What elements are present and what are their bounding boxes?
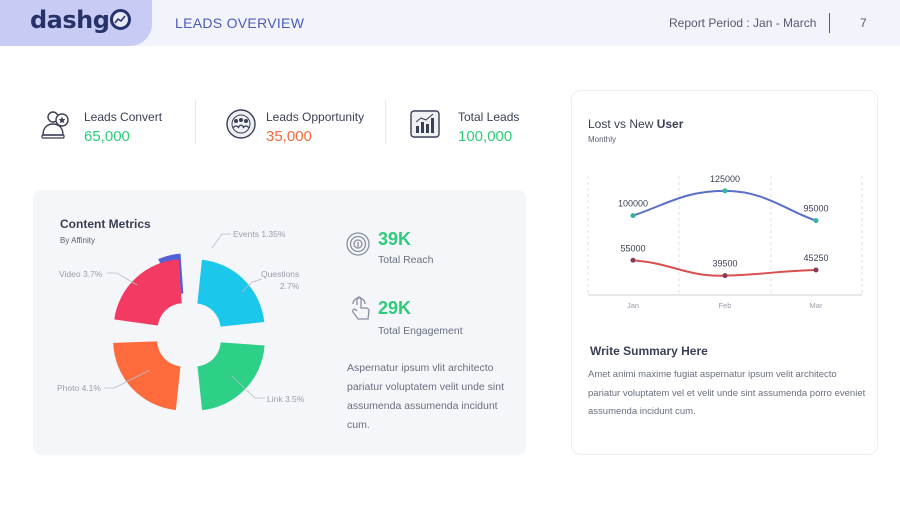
logo-container: dashg [0,0,152,46]
report-period: Report Period : Jan - March [669,16,817,30]
kpi-value: 39K [378,229,412,249]
segment-label-questions-text: Questions 2.7% [261,268,299,292]
content-metrics-title: Content Metrics [60,217,151,231]
segment-label-photo: Photo 4.1% [57,383,101,393]
segment-label-line: 2.7% [279,281,300,291]
summary-text: Amet animi maxime fugiat aspernatur ipsu… [588,369,866,417]
logo-chart-icon [110,9,132,30]
metrics-description: Aspernatur ipsum vlit architecto pariatu… [347,362,505,431]
kpi-label: Total Engagement [378,325,463,337]
stat-divider [385,100,386,144]
user-chart-title-prefix: Lost vs New [588,117,657,131]
logo-text: dashg [30,6,110,34]
segment-label-events: Events 1.35% [233,229,286,239]
users-star-icon [41,111,69,139]
fingerprint-icon [346,232,370,256]
stat-total-leads: Total Leads 100,000 [409,108,539,148]
kpi-value: 29K [378,298,412,318]
stat-label: Leads Convert [84,110,163,124]
bar-chart-icon [410,110,440,138]
kpi-label: Total Reach [378,254,434,266]
logo[interactable]: dashg [30,6,132,34]
user-chart-title-bold: User [656,117,684,131]
page-number: 7 [860,16,867,30]
stat-value: 100,000 [458,128,513,145]
stat-label: Leads Opportunity [266,110,365,124]
stat-leads-convert: Leads Convert 65,000 [40,108,190,148]
user-chart-title: Lost vs New User [588,117,683,131]
touch-icon [352,296,370,320]
team-circle-icon [226,109,256,139]
summary-title: Write Summary Here [590,344,708,358]
header-divider [829,13,830,33]
segment-label-questions: Questions 2.7% [261,268,299,292]
segment-label-link: Link 3.5% [267,394,305,404]
user-chart-subtitle: Monthly [588,135,617,144]
stat-value: 35,000 [266,128,312,145]
stat-leads-opportunity: Leads Opportunity 35,000 [225,108,385,148]
stat-value: 65,000 [84,128,130,145]
segment-label-video: Video 3.7% [59,269,103,279]
stat-label: Total Leads [458,110,520,124]
segment-label-line: Questions [261,269,300,279]
page-title: LEADS OVERVIEW [175,15,305,31]
content-metrics-subtitle: By Affinity [60,236,95,245]
stat-divider [195,100,196,144]
